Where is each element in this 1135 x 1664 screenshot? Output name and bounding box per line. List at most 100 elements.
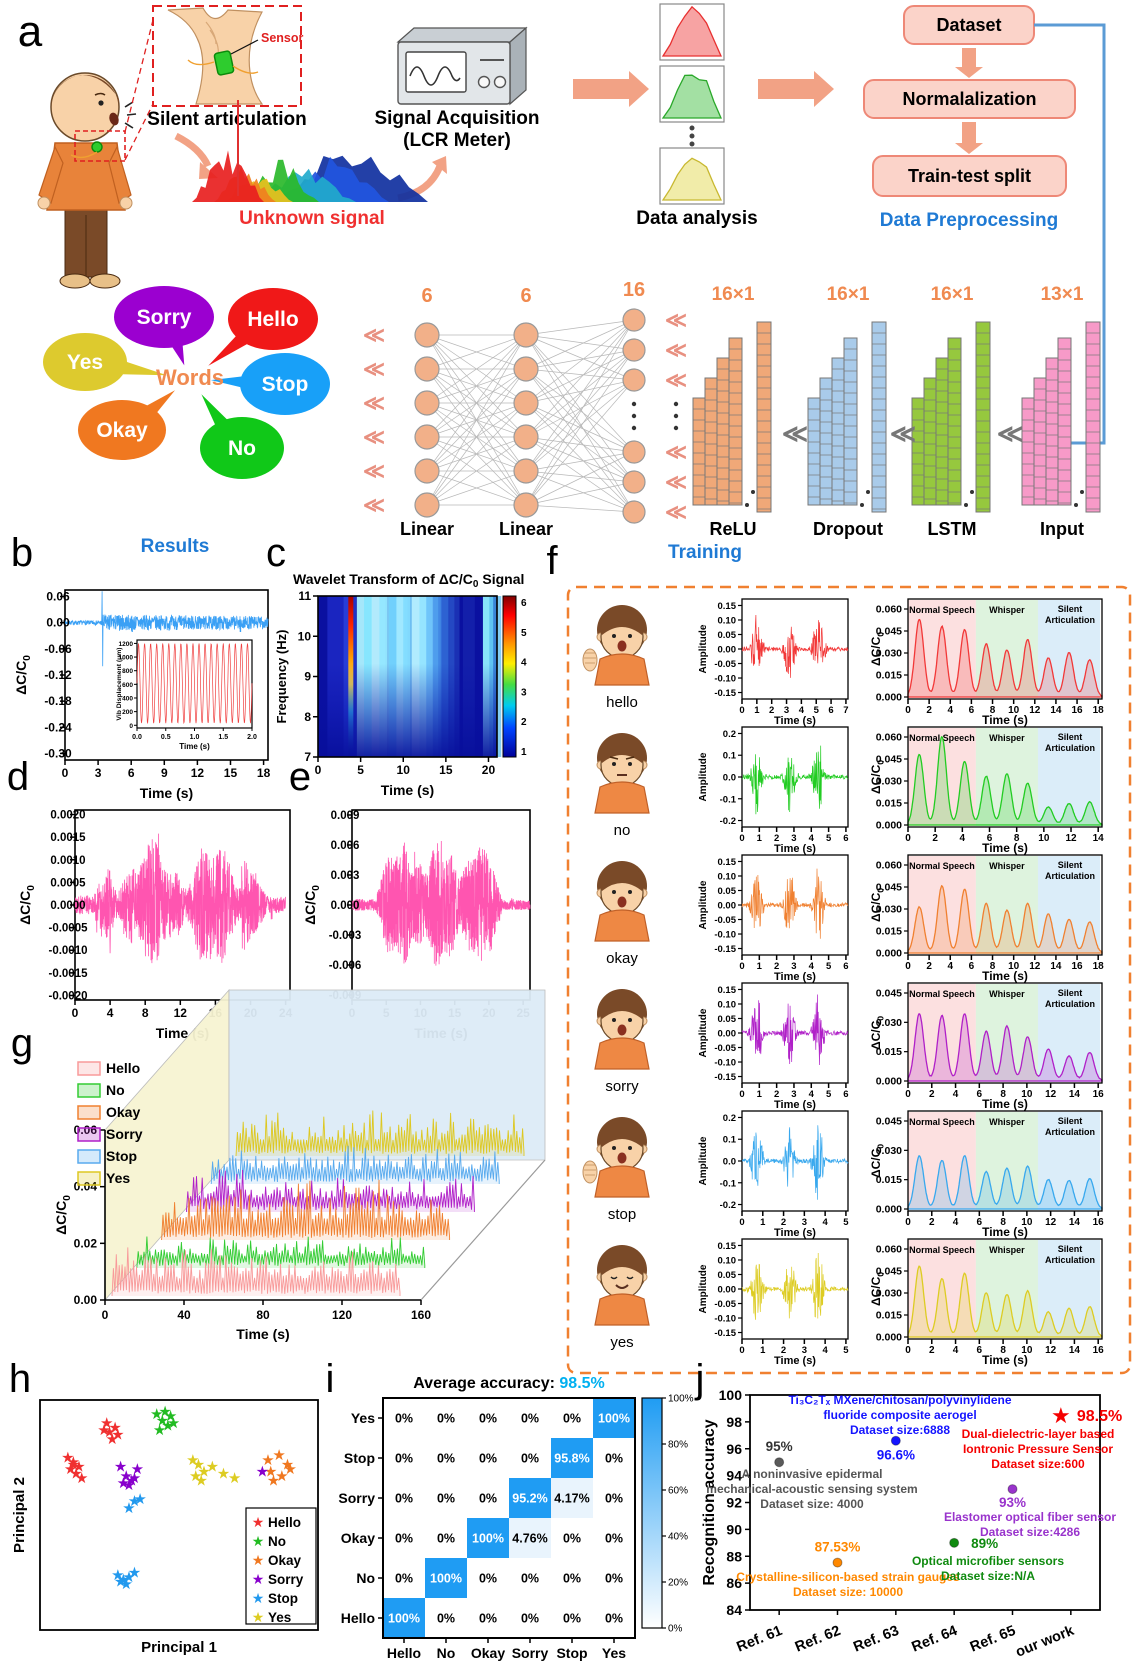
neck-closeup-inset: Sensor	[152, 5, 304, 107]
amplitude-trace	[741, 994, 849, 1066]
legend-item-okay: Okay	[77, 1104, 140, 1120]
star-marker: ★	[103, 1424, 116, 1441]
annotation-line: fluoride composite aerogel	[823, 1408, 976, 1422]
x-tick-label: 0	[739, 1089, 744, 1100]
legend-item-yes: Yes	[77, 1170, 130, 1186]
amplitude-trace	[741, 868, 849, 939]
y-tick-label: -0.10	[714, 930, 736, 941]
x-tick-label: 5	[814, 705, 820, 716]
y-tick-label: 0.060	[876, 860, 902, 872]
star-icon: ★	[252, 1552, 265, 1568]
matrix-cell-value: 0%	[563, 1412, 581, 1426]
unknown-signal-label: Unknown signal	[239, 208, 385, 229]
inset-x-tick: 1.0	[190, 734, 200, 741]
legend-label: Hello	[268, 1515, 301, 1530]
matrix-cell-value: 0%	[479, 1412, 497, 1426]
y-tick-label: 0.045	[876, 1266, 902, 1278]
star-marker: ★	[256, 1463, 269, 1480]
star-marker: ★	[161, 1417, 174, 1434]
star-marker: ★	[106, 1431, 119, 1448]
lcr-meter-icon	[396, 26, 528, 106]
matrix-cell-value: 0%	[437, 1612, 455, 1626]
region-label: Articulation	[1045, 1127, 1095, 1137]
chevron-arrows-icon: ≪	[665, 309, 687, 332]
y-tick-label: 0.2	[723, 1113, 736, 1124]
y-tick-label: 10	[298, 629, 312, 643]
y-tick-label: 0.00	[718, 645, 737, 656]
scatter-class-hello: ★★★★★★★★★★★★★	[61, 1415, 124, 1487]
matrix-cell-value: 0%	[605, 1532, 623, 1546]
y-tick-label: 0.030	[876, 1017, 902, 1029]
x-tick-label: 6	[987, 833, 993, 844]
signal-acquisition-label2: (LCR Meter)	[403, 130, 511, 151]
matrix-cell-value: 0%	[395, 1452, 413, 1466]
y-tick-label: 0.0015	[50, 832, 86, 844]
legend-item-no: No	[77, 1082, 125, 1098]
star-marker: ★	[217, 1466, 230, 1483]
y-tick-label: 88	[726, 1548, 742, 1564]
inset-y-label: Vib Displacement (μm)	[116, 647, 123, 720]
x-tick-label: 80	[256, 1308, 270, 1322]
x-tick-label: 8	[990, 705, 996, 716]
star-marker: ★	[283, 1461, 296, 1478]
scatter-class-no: ★★★★★★ ★	[150, 1404, 180, 1439]
matrix-cell-value: 0%	[563, 1612, 581, 1626]
y-tick-label: 94	[726, 1468, 742, 1484]
y-tick-label: 96	[726, 1441, 742, 1457]
matrix-cell-value: 4.76%	[512, 1532, 547, 1546]
y-tick-label: 0.0010	[50, 855, 85, 867]
x-tick-label: 10	[1038, 833, 1050, 844]
x-tick-label: 8	[990, 961, 996, 972]
x-tick-label: 18	[1093, 705, 1105, 716]
star-marker: ★	[75, 1470, 88, 1487]
region-label: Normal Speech	[909, 605, 975, 615]
scatter-class-sorry: ★ ★★★★★★★	[114, 1459, 269, 1494]
inset-y-tick: 200	[122, 709, 133, 716]
star-marker: ★	[114, 1574, 127, 1591]
star-marker: ★	[131, 1461, 144, 1478]
matrix-col-label: Sorry	[512, 1645, 549, 1661]
network-block-label: Dropout	[813, 519, 883, 539]
legend-item-no: ★ No	[252, 1533, 286, 1549]
x-tick-label: 6	[969, 705, 975, 716]
x-tick-label: 4	[960, 833, 966, 844]
y-tick-label: 0.045	[876, 988, 902, 1000]
cc-trace	[907, 1265, 1103, 1338]
cc-trace	[907, 1013, 1103, 1082]
x-tick-label: 6	[128, 766, 135, 780]
annotation-line: mechanical-acoustic sensing system	[706, 1482, 917, 1496]
word-bubble-okay: Okay	[78, 390, 175, 460]
y-tick-label: -0.05	[714, 659, 736, 670]
y-tick-label: -0.0005	[48, 923, 88, 935]
y-tick-label: -0.0020	[48, 990, 87, 1002]
y-tick-label: -0.15	[714, 1328, 736, 1339]
word-bubble-hello: Hello	[208, 288, 318, 366]
region-label: Whisper	[989, 1245, 1025, 1255]
region-label: Articulation	[1045, 999, 1095, 1009]
x-tick-label: 12	[1045, 1089, 1057, 1100]
star-icon: ★	[252, 1609, 265, 1625]
annotation-line: Dual-dielectric-layer based	[962, 1427, 1115, 1441]
child-face-icon	[594, 989, 650, 1070]
legend-item-hello: ★ Hello	[252, 1514, 301, 1530]
word-label: no	[614, 822, 631, 839]
y-tick-label: 0.0	[723, 1157, 736, 1168]
region-label: Articulation	[1045, 1255, 1095, 1265]
panel-d: d 0.0020 0.0015 0.0010 0.0005 0.0000 -0.0005 -0…	[7, 755, 293, 1041]
y-tick-label: 0.1	[723, 1135, 737, 1146]
x-axis-label: Time (s)	[774, 1099, 816, 1111]
y-tick-label: 0.030	[876, 1145, 902, 1157]
star-marker: ★	[281, 1456, 294, 1473]
region-label: Whisper	[989, 861, 1025, 871]
y-axis-label: ΔC/C0	[53, 1195, 73, 1235]
flow-box-label: Dataset	[936, 15, 1001, 35]
annotation-line: Dataset size:4286	[980, 1525, 1080, 1539]
y-tick-label: 0.10	[718, 615, 737, 626]
ref-point-our-work: ★ 98.5% Dual-dielectric-layer basedIontron…	[962, 1403, 1123, 1471]
x-tick-label: 0	[739, 1345, 744, 1356]
results-label: Results	[141, 536, 210, 557]
waterfall-series-okay	[161, 1179, 451, 1241]
x-tick-label: 2	[774, 961, 779, 972]
cc-trace	[907, 1154, 1103, 1210]
